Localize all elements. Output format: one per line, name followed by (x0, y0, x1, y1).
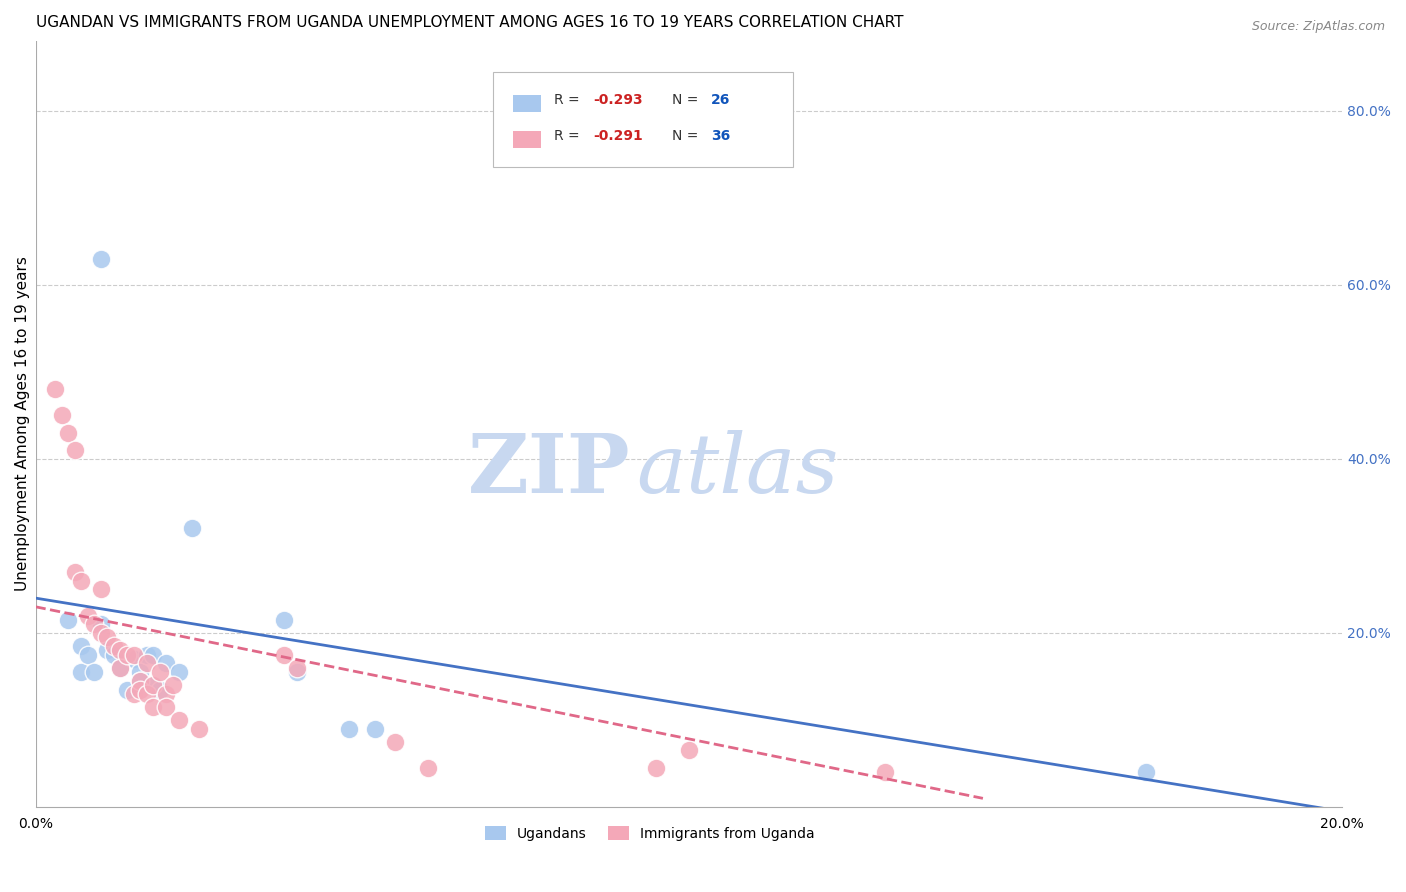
Point (135, 657, 157, 671)
Point (129, 665, 152, 679)
Text: atlas: atlas (637, 430, 839, 510)
Point (169, 665, 191, 679)
Text: N =: N = (672, 93, 703, 107)
Bar (513, 95, 541, 112)
Point (122, 687, 145, 701)
Point (63, 565, 86, 579)
Point (155, 687, 177, 701)
Text: 36: 36 (711, 128, 730, 143)
Point (384, 735, 406, 749)
Point (169, 713, 191, 727)
Point (155, 657, 177, 671)
Point (90, 252, 112, 266)
Text: 26: 26 (711, 93, 731, 107)
Point (181, 521, 204, 535)
Text: N =: N = (672, 128, 703, 143)
Point (149, 665, 172, 679)
Point (142, 648, 165, 662)
Point (142, 678, 165, 692)
Text: Source: ZipAtlas.com: Source: ZipAtlas.com (1251, 20, 1385, 33)
Point (1135, 765, 1157, 780)
Point (90, 626, 112, 640)
Point (155, 700, 177, 714)
Point (76, 648, 98, 662)
Point (162, 678, 184, 692)
Point (135, 687, 157, 701)
Bar (513, 131, 541, 148)
Point (90, 582, 112, 597)
Point (135, 648, 157, 662)
Point (70, 665, 93, 679)
Point (416, 761, 439, 775)
Point (285, 665, 308, 679)
FancyBboxPatch shape (494, 71, 793, 168)
Point (103, 648, 125, 662)
Point (115, 682, 138, 697)
Point (873, 765, 896, 780)
Point (90, 617, 112, 632)
Point (129, 682, 152, 697)
Point (103, 639, 125, 653)
Point (110, 661, 132, 675)
Point (645, 761, 668, 775)
Point (83, 665, 105, 679)
Point (129, 673, 152, 688)
Y-axis label: Unemployment Among Ages 16 to 19 years: Unemployment Among Ages 16 to 19 years (15, 257, 30, 591)
Point (96, 630, 118, 644)
Point (122, 652, 145, 666)
Point (129, 673, 152, 688)
Point (678, 743, 700, 757)
Point (76, 608, 98, 623)
Point (110, 643, 132, 657)
Point (364, 722, 387, 736)
Point (58, 613, 80, 627)
Text: -0.291: -0.291 (593, 128, 644, 143)
Text: -0.293: -0.293 (593, 93, 643, 107)
Text: UGANDAN VS IMMIGRANTS FROM UGANDA UNEMPLOYMENT AMONG AGES 16 TO 19 YEARS CORRELA: UGANDAN VS IMMIGRANTS FROM UGANDA UNEMPL… (35, 15, 903, 30)
Point (63, 443, 86, 458)
Point (273, 613, 295, 627)
Text: R =: R = (554, 93, 585, 107)
Text: R =: R = (554, 128, 585, 143)
Point (44, 382, 66, 396)
Point (187, 722, 209, 736)
Legend: Ugandans, Immigrants from Uganda: Ugandans, Immigrants from Uganda (479, 820, 820, 847)
Point (337, 722, 360, 736)
Point (122, 648, 145, 662)
Point (96, 643, 118, 657)
Text: ZIP: ZIP (467, 430, 630, 510)
Point (70, 574, 93, 588)
Point (70, 639, 93, 653)
Point (58, 425, 80, 440)
Point (149, 682, 172, 697)
Point (110, 661, 132, 675)
Point (83, 617, 105, 632)
Point (142, 700, 165, 714)
Point (142, 678, 165, 692)
Point (285, 661, 308, 675)
Point (51, 409, 73, 423)
Point (273, 648, 295, 662)
Point (115, 648, 138, 662)
